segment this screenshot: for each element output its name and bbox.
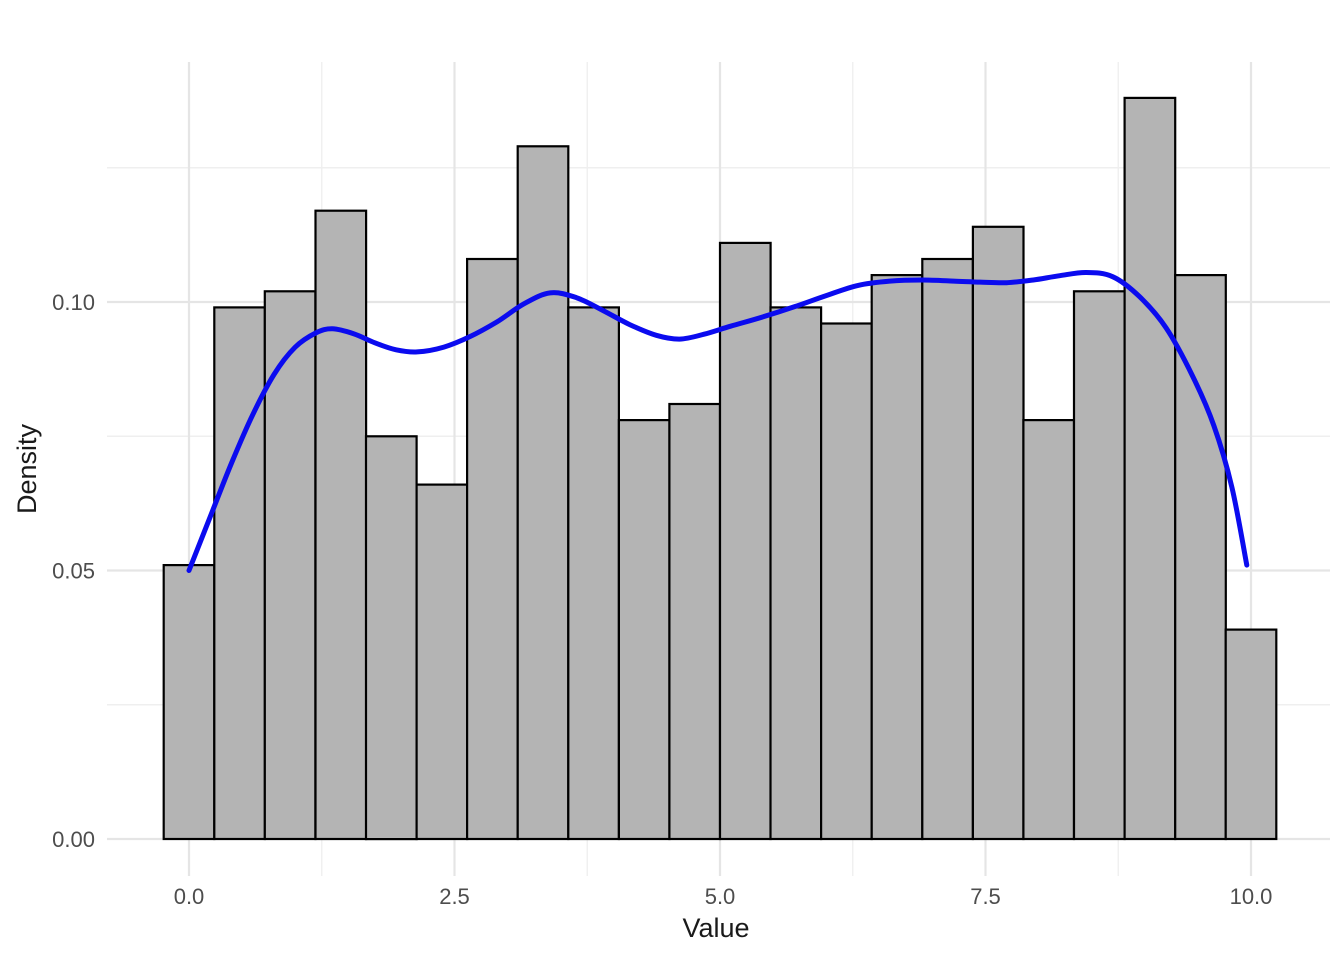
histogram-bar <box>364 435 418 841</box>
y-axis-title: Density <box>12 423 42 514</box>
histogram-bar <box>870 274 924 841</box>
histogram-bar <box>263 290 317 841</box>
histogram-bar <box>466 257 519 841</box>
histogram-bar <box>921 257 974 841</box>
histogram-bar <box>162 563 216 841</box>
histogram-bars <box>162 96 1278 841</box>
x-tick-label: 5.0 <box>705 884 736 909</box>
x-tick-label: 10.0 <box>1230 884 1273 909</box>
histogram-bar <box>819 322 873 841</box>
x-tick-label: 0.0 <box>174 884 205 909</box>
density-curve <box>186 269 1250 573</box>
histogram-bar <box>971 225 1025 841</box>
x-tick-label: 2.5 <box>439 884 470 909</box>
x-tick-label: 7.5 <box>970 884 1001 909</box>
histogram-bar <box>314 209 368 841</box>
density-curve-layer <box>186 269 1250 573</box>
y-tick-label: 0.05 <box>52 559 95 584</box>
histogram-bar <box>1174 274 1227 841</box>
histogram-bar <box>668 402 722 841</box>
histogram-bar <box>567 306 620 841</box>
histogram-bar <box>415 483 469 841</box>
x-tick-labels: 0.0 2.5 5.0 7.5 10.0 <box>174 884 1273 909</box>
histogram-bar <box>1072 290 1126 841</box>
histogram-bar <box>718 241 772 841</box>
histogram-bar <box>1022 419 1076 841</box>
y-tick-labels: 0.00 0.05 0.10 <box>52 290 95 852</box>
y-tick-label: 0.10 <box>52 290 95 315</box>
histogram-bar <box>516 145 570 841</box>
histogram-bar <box>769 306 823 841</box>
histogram-bar <box>213 306 267 841</box>
histogram-bar <box>617 419 671 841</box>
histogram-bar <box>1123 96 1177 841</box>
y-tick-label: 0.00 <box>52 827 95 852</box>
x-axis-title: Value <box>682 913 749 943</box>
histogram-bar <box>1224 628 1278 841</box>
